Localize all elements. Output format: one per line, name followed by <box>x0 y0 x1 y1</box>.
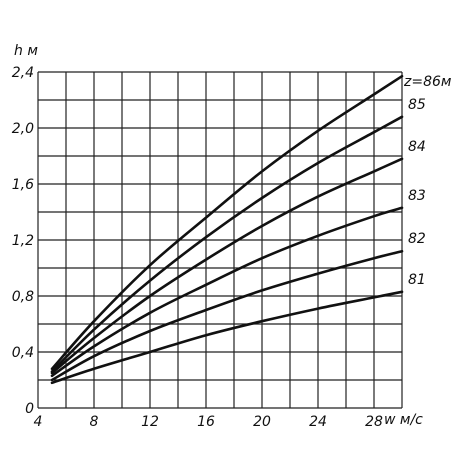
series-label: 82 <box>408 231 426 247</box>
series-labels: z=86м 85 84 83 82 81 <box>403 74 452 288</box>
grid <box>37 71 403 409</box>
x-tick-label: 24 <box>309 414 327 430</box>
x-tick-label: 4 <box>34 414 43 430</box>
x-tick-label: 28 <box>365 414 383 430</box>
y-tick-label: 0 <box>25 401 34 417</box>
series-line-6 <box>50 290 404 385</box>
y-tick-label: 1,2 <box>12 233 34 249</box>
y-tick-label: 0,8 <box>12 289 34 305</box>
series-label: 84 <box>408 139 426 155</box>
x-tick-label: 12 <box>141 414 159 430</box>
series-line-5 <box>50 249 404 382</box>
curves <box>50 74 404 385</box>
series-line-2 <box>50 115 404 373</box>
x-tick-labels: 4 8 12 16 20 24 28 <box>34 414 383 430</box>
y-tick-labels: 0 0,4 0,8 1,2 1,6 2,0 2,4 <box>12 65 34 417</box>
series-line-1 <box>50 74 404 371</box>
series-label: z=86м <box>403 74 452 90</box>
y-tick-label: 2,0 <box>12 121 34 137</box>
series-line-4 <box>50 206 404 378</box>
series-label: 83 <box>408 188 426 204</box>
x-axis-label: w м/с <box>384 412 423 428</box>
series-line-3 <box>50 157 404 375</box>
y-tick-label: 2,4 <box>12 65 34 81</box>
y-tick-label: 1,6 <box>12 177 34 193</box>
series-label: 85 <box>408 97 426 113</box>
y-axis-label: h м <box>14 43 38 59</box>
x-tick-label: 8 <box>90 414 99 430</box>
x-tick-label: 16 <box>197 414 215 430</box>
series-label: 81 <box>408 272 426 288</box>
x-tick-label: 20 <box>253 414 271 430</box>
y-tick-label: 0,4 <box>12 345 34 361</box>
